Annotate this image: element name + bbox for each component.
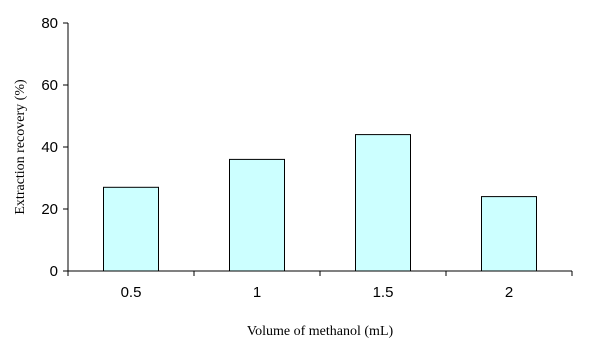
bar-0.5 [103,186,159,272]
x-axis-title: Volume of methanol (mL) [247,324,394,339]
x-axis-ticks: 0.5 1 1.5 2 [67,271,573,301]
x-tick-label: 1 [253,284,261,301]
y-axis-title: Extraction recovery (%) [13,79,28,215]
x-tick-label: 1.5 [373,284,394,301]
y-tick-label: 40 [41,139,58,156]
bar-1.5 [355,134,411,272]
bar-1 [229,158,285,272]
x-tick-label: 0.5 [121,284,142,301]
y-tick-label: 60 [41,77,58,94]
bar-2 [481,196,537,272]
y-axis-ticks: 0 20 40 60 80 [41,15,68,280]
y-tick-label: 0 [50,263,58,280]
y-tick-label: 20 [41,201,58,218]
y-tick-label: 80 [41,15,58,32]
bars [103,134,537,272]
x-tick-label: 2 [505,284,513,301]
